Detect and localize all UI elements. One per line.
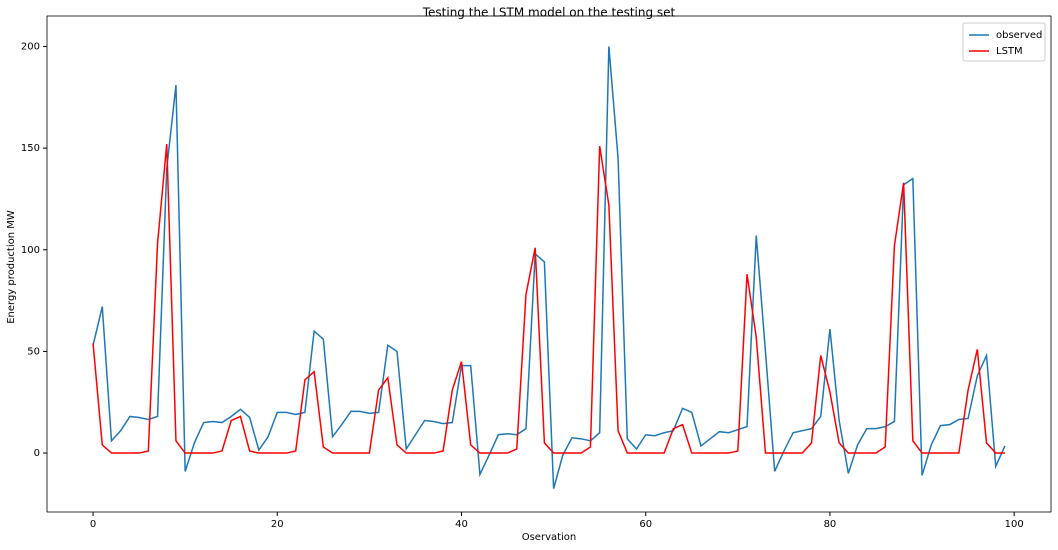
legend-label: LSTM	[996, 46, 1023, 57]
x-tick-label: 80	[824, 519, 837, 530]
y-tick-label: 50	[27, 346, 40, 357]
y-tick-label: 150	[21, 143, 40, 154]
y-tick-label: 200	[21, 41, 40, 52]
x-tick-label: 100	[1005, 519, 1024, 530]
x-tick-label: 0	[90, 519, 96, 530]
y-axis-label: Energy production MW	[6, 210, 17, 324]
series-line	[92, 143, 1005, 454]
legend-label: observed	[996, 30, 1042, 41]
x-tick-label: 40	[455, 519, 468, 530]
plot-frame	[46, 15, 1052, 513]
x-tick-label: 60	[639, 519, 652, 530]
y-tick-label: 0	[34, 448, 40, 459]
series-line	[92, 46, 1006, 489]
x-axis-label: Oservation	[522, 532, 577, 543]
chart-title: Testing the LSTM model on the testing se…	[422, 6, 676, 20]
x-tick-label: 20	[271, 519, 284, 530]
y-tick-label: 100	[21, 245, 40, 256]
